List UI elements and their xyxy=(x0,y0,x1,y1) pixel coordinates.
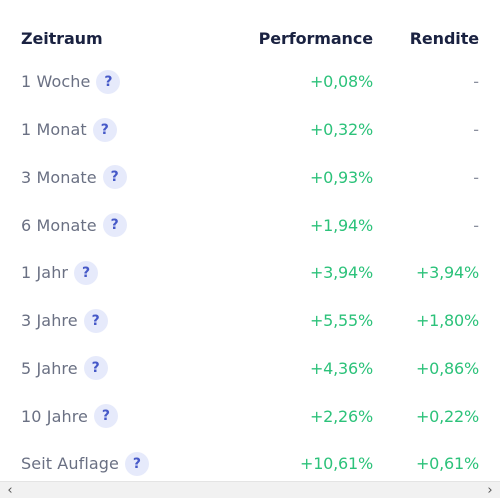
period-label: Seit Auflage xyxy=(21,454,119,474)
table-row: 3 Monate ? +0,93% - xyxy=(0,154,500,202)
help-icon[interactable]: ? xyxy=(102,213,127,238)
period-label: 10 Jahre xyxy=(21,406,88,426)
return-value: +1,80% xyxy=(415,311,479,331)
period-label: 1 Monat xyxy=(21,120,87,140)
performance-value: +3,94% xyxy=(309,263,373,283)
return-value: - xyxy=(473,72,479,92)
performance-table: Zeitraum Performance Rendite 1 Woche ? +… xyxy=(0,0,500,488)
table-row: 3 Jahre ? +5,55% +1,80% xyxy=(0,297,500,345)
performance-value: +2,26% xyxy=(309,406,373,426)
performance-value: +0,32% xyxy=(309,120,373,140)
help-icon[interactable]: ? xyxy=(92,117,117,142)
performance-value: +5,55% xyxy=(309,311,373,331)
scroll-right-icon[interactable]: › xyxy=(487,482,493,498)
table-row: 6 Monate ? +1,94% - xyxy=(0,201,500,249)
performance-value: +10,61% xyxy=(299,454,373,474)
help-icon[interactable]: ? xyxy=(102,165,127,190)
return-value: +0,22% xyxy=(415,406,479,426)
scroll-left-icon[interactable]: ‹ xyxy=(7,482,13,498)
return-value: +0,61% xyxy=(415,454,479,474)
period-label: 1 Jahr xyxy=(21,263,69,283)
help-icon[interactable]: ? xyxy=(83,308,108,333)
return-value: - xyxy=(473,167,479,187)
help-icon[interactable]: ? xyxy=(74,260,99,285)
table-row: 1 Woche ? +0,08% - xyxy=(0,58,500,106)
help-icon[interactable]: ? xyxy=(83,356,108,381)
return-value: - xyxy=(473,215,479,235)
table-row: Seit Auflage ? +10,61% +0,61% xyxy=(0,440,500,488)
table-row: 1 Monat ? +0,32% - xyxy=(0,106,500,154)
return-value: +0,86% xyxy=(415,358,479,378)
period-label: 1 Woche xyxy=(21,72,91,92)
help-icon[interactable]: ? xyxy=(93,404,118,429)
period-label: 6 Monate xyxy=(21,215,97,235)
table-header: Zeitraum Performance Rendite xyxy=(0,0,500,58)
table-row: 1 Jahr ? +3,94% +3,94% xyxy=(0,249,500,297)
column-header-period: Zeitraum xyxy=(21,28,103,48)
table-row: 5 Jahre ? +4,36% +0,86% xyxy=(0,345,500,393)
performance-value: +1,94% xyxy=(309,215,373,235)
help-icon[interactable]: ? xyxy=(124,451,149,476)
table-row: 10 Jahre ? +2,26% +0,22% xyxy=(0,392,500,440)
horizontal-scrollbar[interactable]: ‹ › xyxy=(0,481,500,498)
column-header-return: Rendite xyxy=(409,28,479,48)
help-icon[interactable]: ? xyxy=(96,69,121,94)
column-header-performance: Performance xyxy=(258,28,374,48)
period-label: 3 Jahre xyxy=(21,311,78,331)
return-value: +3,94% xyxy=(415,263,479,283)
performance-value: +0,08% xyxy=(309,72,373,92)
performance-value: +0,93% xyxy=(309,167,373,187)
performance-value: +4,36% xyxy=(309,358,373,378)
return-value: - xyxy=(473,120,479,140)
period-label: 3 Monate xyxy=(21,167,97,187)
period-label: 5 Jahre xyxy=(21,358,78,378)
